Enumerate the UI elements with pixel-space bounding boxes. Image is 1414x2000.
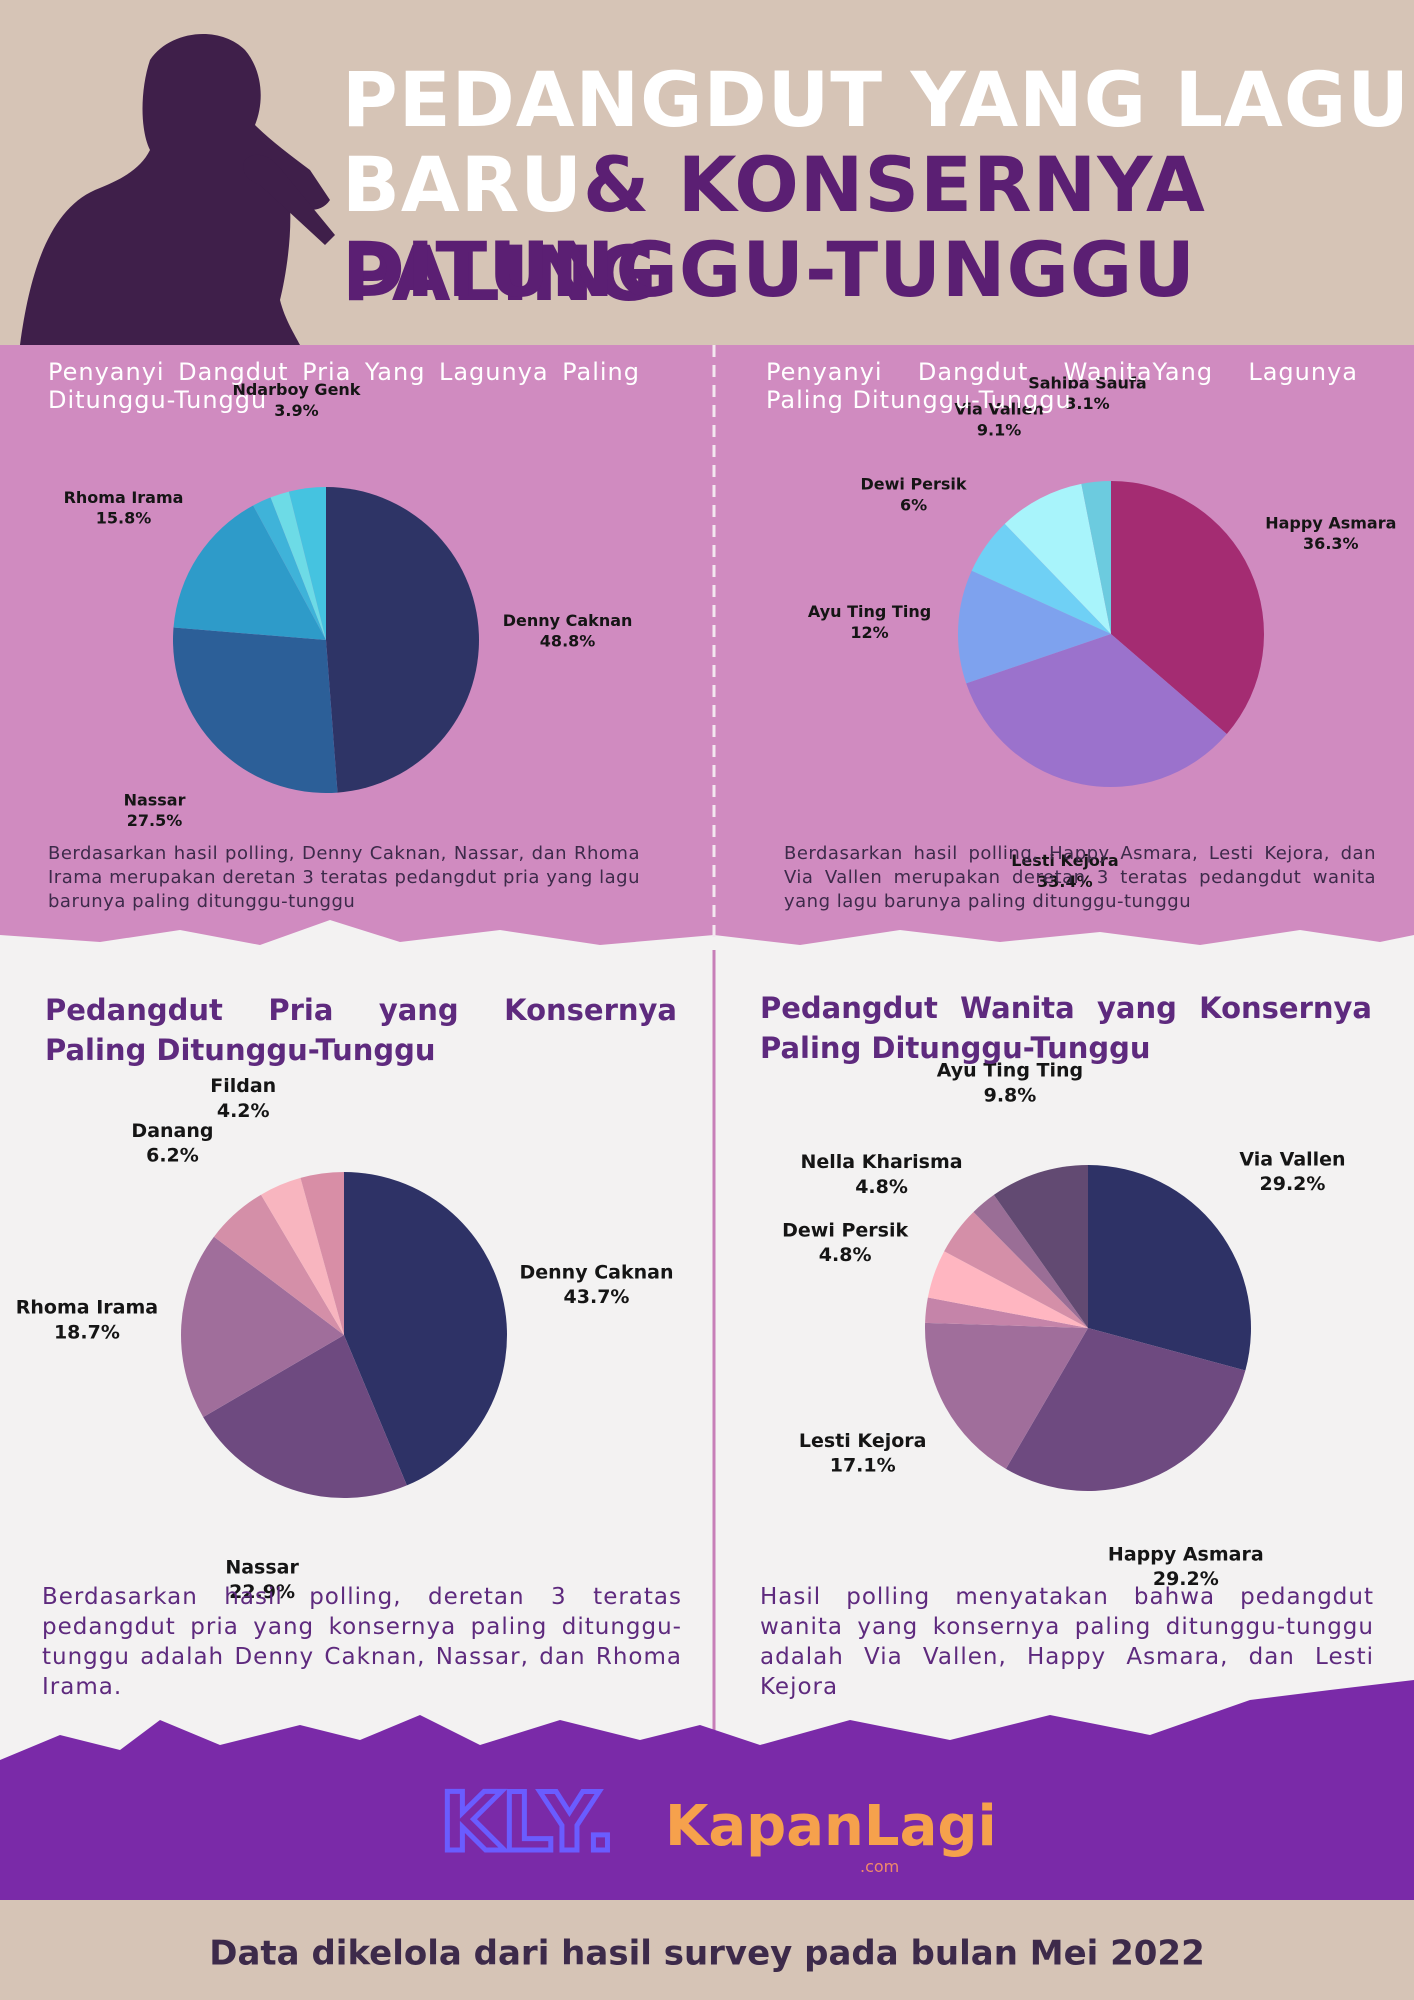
slice-value-label: 29.2% [1153, 1568, 1219, 1590]
slice-label: Via Vallen [1239, 1149, 1345, 1171]
chart-title: Penyanyi Dangdut Pria Yang Lagunya Palin… [48, 358, 640, 414]
pie-slice [288, 487, 326, 640]
title-line: DITUNGGU-TUNGGU [342, 225, 1197, 314]
slice-value-label: 4.8% [819, 1244, 872, 1266]
slice-value-label: 12% [850, 623, 888, 642]
pie-slice [181, 1236, 344, 1418]
slice-value-label: 4.2% [217, 1100, 270, 1122]
pie-slice [270, 491, 326, 640]
slice-label: Fildan [210, 1075, 276, 1097]
pie-slice [344, 1172, 507, 1486]
title-part: & KONSERNYA PALING [342, 140, 1206, 318]
logo-kly: KLY. [440, 1776, 616, 1869]
pie-slice [927, 1251, 1088, 1328]
pie-slice [1111, 481, 1264, 734]
logo-com: .com [860, 1857, 899, 1876]
chart-caption: Hasil polling menyatakan bahwa pedangdut… [760, 1584, 1374, 1700]
slice-value-label: 3.9% [274, 401, 318, 420]
slice-label: Dewi Persik [860, 474, 966, 493]
chart-caption: Berdasarkan hasil polling, deretan 3 ter… [42, 1584, 682, 1700]
pie-slice [213, 1194, 344, 1335]
slice-label: Nassar [124, 790, 186, 809]
slice-value-label: 15.8% [96, 509, 152, 528]
pie-slice [1004, 483, 1111, 634]
chart-title: Pedangdut Wanita yang Konsernya Paling D… [760, 991, 1372, 1065]
chart-caption: Berdasarkan hasil polling, Denny Caknan,… [48, 843, 640, 912]
slice-value-label: 18.7% [54, 1321, 120, 1343]
pie-slice [173, 627, 338, 793]
slice-value-label: 33.4% [1037, 872, 1093, 891]
slice-value-label: 29.2% [1260, 1173, 1326, 1195]
slice-label: Nella Kharisma [800, 1151, 962, 1173]
slice-value-label: 22.9% [229, 1581, 295, 1603]
slice-value-label: 17.1% [830, 1455, 896, 1477]
slice-label: Rhoma Irama [16, 1297, 158, 1319]
slice-value-label: 27.5% [127, 811, 183, 830]
pie-slice [253, 497, 326, 640]
pie-slice [958, 570, 1111, 684]
pie-slice [971, 523, 1111, 634]
chart-title: Pedangdut Pria yang Konsernya Paling Dit… [45, 993, 677, 1067]
slice-label: Denny Caknan [503, 611, 633, 630]
title-line: PEDANGDUT YANG LAGU [342, 55, 1410, 144]
pie-slice [925, 1322, 1088, 1469]
slice-value-label: 48.8% [540, 632, 596, 651]
slice-label: Dewi Persik [782, 1219, 908, 1241]
pie-slice [973, 1194, 1088, 1328]
slice-label: Ndarboy Genk [232, 380, 360, 399]
slice-label: Nassar [225, 1556, 299, 1578]
slice-value-label: 3.1% [1065, 394, 1109, 413]
singer-silhouette [20, 33, 330, 346]
pie-slice [925, 1297, 1088, 1328]
footer-note: Data dikelola dari hasil survey pada bul… [209, 1934, 1205, 1974]
slice-label: Happy Asmara [1108, 1543, 1264, 1565]
title-part: BARU [342, 140, 583, 229]
slice-value-label: 9.1% [977, 420, 1021, 439]
pie-slice [173, 505, 326, 640]
pie-slice [203, 1335, 407, 1498]
slice-label: Lesti Kejora [799, 1430, 927, 1452]
slice-label: Denny Caknan [520, 1261, 674, 1283]
pie-slice [944, 1212, 1088, 1328]
microphone [243, 154, 335, 245]
pie-slice [300, 1172, 344, 1335]
pie-slice [1081, 481, 1111, 634]
footer-bg [0, 1900, 1414, 2000]
slice-label: Sahiba Saufa [1028, 373, 1146, 392]
logo-kapanlagi: KapanLagi [665, 1794, 997, 1859]
slice-label: Rhoma Irama [64, 488, 184, 507]
slice-label: Lesti Kejora [1011, 851, 1118, 870]
pie-slice [993, 1165, 1088, 1328]
slice-label: Danang [131, 1120, 213, 1142]
pie-slice [966, 634, 1227, 787]
slice-label: Happy Asmara [1265, 513, 1396, 532]
pie-slice [1005, 1328, 1246, 1491]
chart-title: Penyanyi Dangdut WanitaYang Lagunya Pali… [766, 358, 1358, 414]
slice-value-label: 6% [900, 495, 927, 514]
slice-value-label: 4.8% [855, 1176, 908, 1198]
slice-value-label: 9.8% [984, 1084, 1037, 1106]
slice-value-label: 43.7% [564, 1286, 630, 1308]
slice-value-label: 36.3% [1303, 534, 1359, 553]
slice-value-label: 6.2% [146, 1145, 199, 1167]
slice-label: Via Vallen [954, 400, 1043, 419]
slice-label: Ayu Ting Ting [808, 602, 931, 621]
pie-slice [326, 487, 479, 793]
footer-band [0, 1680, 1414, 1900]
pie-slice [261, 1177, 344, 1335]
slice-label: Ayu Ting Ting [937, 1060, 1083, 1082]
pie-slice [1088, 1165, 1251, 1371]
chart-caption: Berdasarkan hasil polling, Happy Asmara,… [784, 843, 1376, 912]
title-line: BARU& KONSERNYA PALING [342, 140, 1414, 318]
